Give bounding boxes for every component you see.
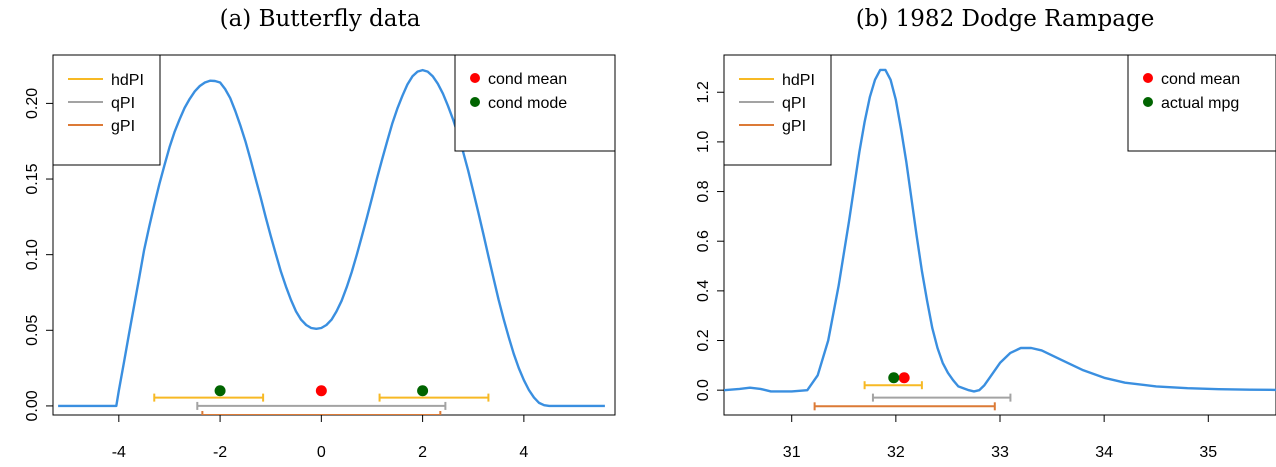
legend-dot [470,73,480,83]
y-tick-label: 0.2 [695,329,712,351]
legend-points [454,54,616,152]
x-tick-label: 31 [783,444,801,461]
chart-panel-a: (a) Butterfly data 0.00 0.05 0.10 0.15 0.20 -4… [24,6,616,461]
legend-label: cond mode [488,95,567,112]
legend-label: gPI [782,118,806,135]
x-tick-label: 4 [519,444,528,461]
legend-label: qPI [111,95,135,112]
cond-mean-point [315,385,327,397]
chart-title: (a) Butterfly data [220,6,421,32]
x-tick-label: 35 [1199,444,1217,461]
y-tick-label: 1.2 [695,81,712,103]
x-tick-label: 2 [418,444,427,461]
x-tick-label: 32 [887,444,905,461]
legend-label: hdPI [111,72,144,89]
hdpi-interval [153,393,265,402]
qpi-interval [871,393,1012,402]
legend-intervals [52,54,161,166]
y-tick-label: 0.0 [695,379,712,401]
plot-area [724,68,1276,411]
y-tick-label: 0.00 [24,390,41,421]
density-curve [724,68,1276,393]
legend-intervals [723,54,832,166]
legend-label: cond mean [1161,71,1240,88]
hdpi-interval [378,393,490,402]
legend-label: qPI [782,95,806,112]
y-tick-label: 0.20 [24,88,41,119]
legend-label: cond mean [488,71,567,88]
chart-panel-b: (b) 1982 Dodge Rampage 0.0 0.2 0.4 0.6 0.8 1.0… [695,6,1276,461]
qpi-interval [196,401,447,410]
hdpi-interval [863,381,923,390]
x-tick-label: 34 [1095,444,1113,461]
x-tick-label: 33 [991,444,1009,461]
x-tick-label: -2 [213,444,227,461]
y-tick-label: 0.05 [24,315,41,346]
cond-mean-point [898,372,910,384]
legend-label: hdPI [782,72,815,89]
y-tick-label: 0.4 [695,280,712,302]
y-tick-label: 0.8 [695,180,712,202]
gpi-interval [813,402,996,411]
y-tick-label: 0.15 [24,163,41,194]
y-tick-label: 0.10 [24,239,41,270]
actual-mpg-point [888,372,900,384]
density-curve [58,68,605,408]
x-tick-label: 0 [317,444,326,461]
y-tick-label: 1.0 [695,131,712,153]
gpi-interval [201,411,442,415]
legend-dot [1143,97,1153,107]
cond-mode-point [417,385,429,397]
x-tick-label: -4 [112,444,126,461]
plot-area [58,68,605,415]
legend-dot [1143,73,1153,83]
legend-dot [470,97,480,107]
y-tick-label: 0.6 [695,230,712,252]
legend-label: gPI [111,118,135,135]
legend-label: actual mpg [1161,95,1239,112]
chart-title: (b) 1982 Dodge Rampage [856,6,1155,32]
cond-mode-point [214,385,226,397]
